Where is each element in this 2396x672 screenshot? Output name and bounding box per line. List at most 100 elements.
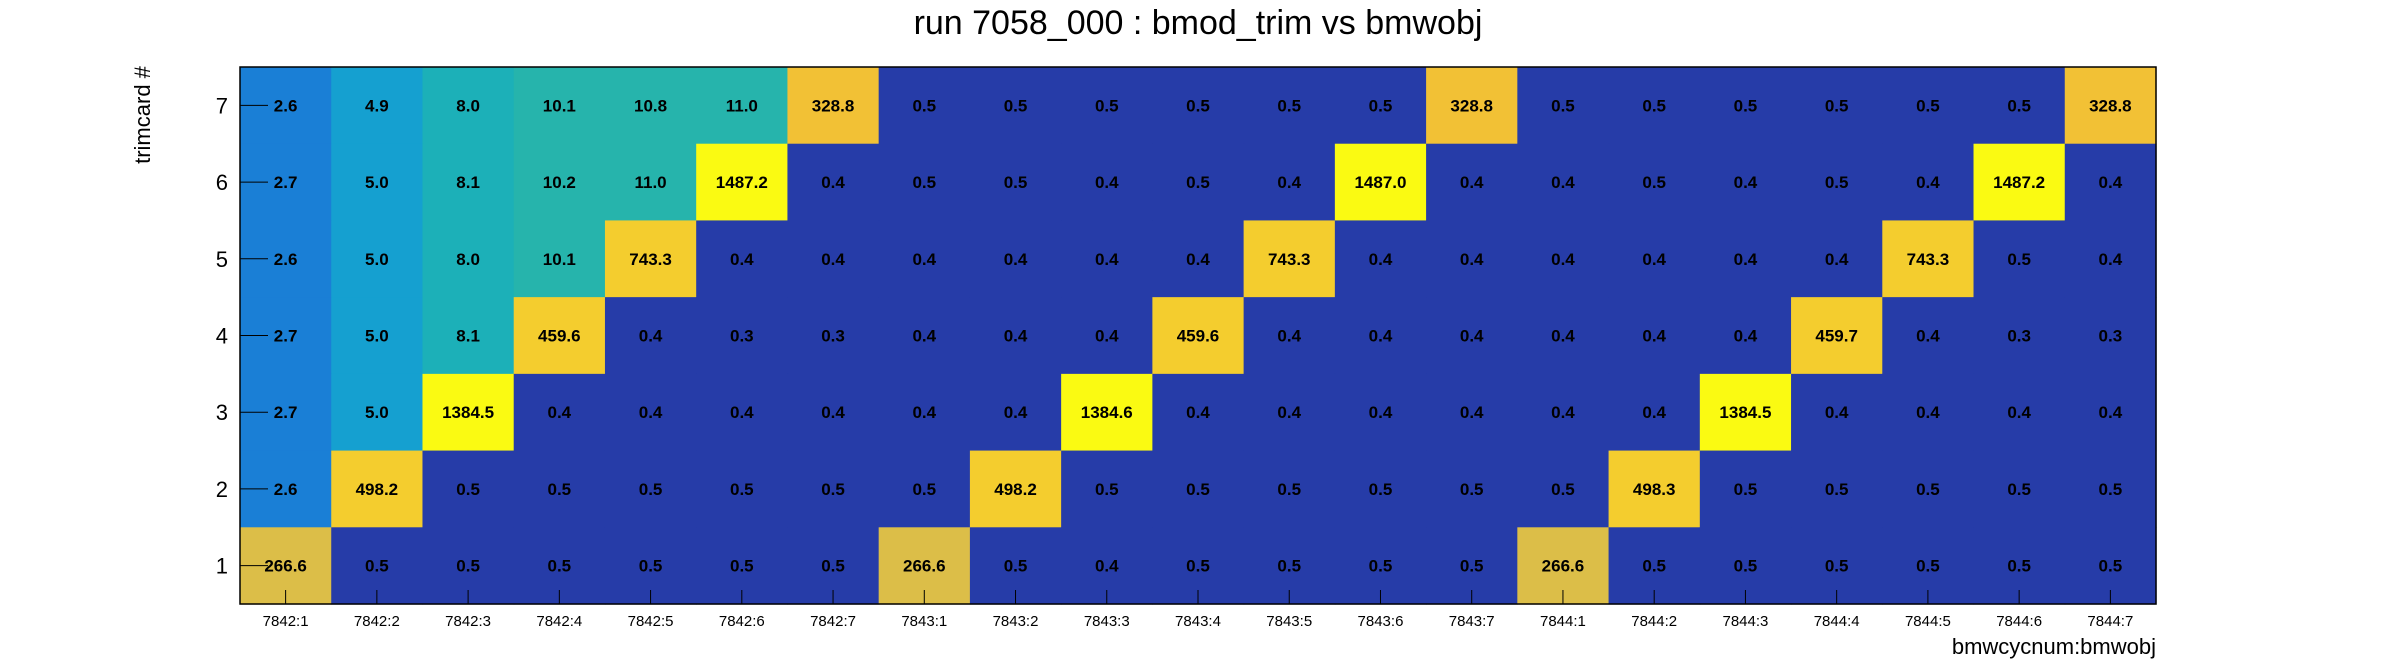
heatmap-cell (422, 373, 515, 452)
heatmap-cell (878, 450, 971, 528)
cell-value-label: 0.5 (1642, 96, 1666, 115)
heatmap-cell (422, 297, 515, 375)
cell-value-label: 8.0 (456, 250, 480, 269)
heatmap-cell (1334, 373, 1427, 452)
cell-value-label: 0.3 (730, 327, 754, 346)
cell-value-label: 0.4 (1551, 403, 1575, 422)
cell-value-label: 8.0 (456, 96, 480, 115)
heatmap-cell (1334, 143, 1427, 222)
heatmap-cell (1791, 297, 1883, 375)
cell-value-label: 0.4 (1004, 403, 1028, 422)
cell-value-label: 0.4 (821, 403, 845, 422)
cell-value-label: 0.4 (1186, 403, 1210, 422)
axes: 7842:1 7842:2 7842:3 7842:4 7842:5 7842:6 7842… (216, 66, 2157, 630)
heatmap-cell (1152, 220, 1245, 298)
x-tick-label: 7844:6 (1996, 613, 2042, 630)
cell-value-label: 743.3 (629, 250, 672, 269)
cell-value-label: 0.5 (1186, 480, 1210, 499)
y-tick-label: 3 (216, 400, 228, 425)
cell-value-label: 459.6 (538, 327, 581, 346)
cell-value-label: 2.6 (274, 480, 298, 499)
cell-value-label: 0.4 (730, 403, 754, 422)
cell-value-label: 0.5 (2007, 96, 2031, 115)
cell-value-label: 0.3 (2099, 327, 2123, 346)
heatmap-cell (878, 373, 971, 452)
cell-value-label: 10.8 (634, 96, 667, 115)
heatmap-cell (1334, 297, 1427, 375)
x-tick-label: 7842:7 (810, 613, 856, 630)
x-tick-label: 7844:2 (1631, 613, 1677, 630)
x-tick-label: 7842:3 (445, 613, 491, 630)
cell-value-label: 0.4 (548, 403, 572, 422)
heatmap-cell (1061, 373, 1153, 452)
cell-value-label: 0.3 (821, 327, 845, 346)
heatmap-cell (1243, 450, 1336, 528)
heatmap-cell (422, 143, 515, 222)
cell-value-label: 5.0 (365, 327, 389, 346)
cell-value-label: 0.4 (1369, 250, 1393, 269)
cell-value-label: 2.6 (274, 96, 298, 115)
heatmap-cell (878, 297, 971, 375)
heatmap-cell (422, 450, 515, 528)
x-tick-label: 7843:7 (1449, 613, 1495, 630)
cell-value-label: 0.5 (1734, 96, 1758, 115)
y-tick-label: 4 (216, 324, 228, 349)
cell-value-label: 743.3 (1268, 250, 1311, 269)
cell-value-label: 328.8 (812, 96, 855, 115)
heatmap-cell (1426, 143, 1518, 222)
heatmap-cell (1608, 297, 1701, 375)
heatmap-cell (1517, 450, 1610, 528)
cell-value-label: 1487.2 (716, 173, 768, 192)
heatmap-cell (1608, 450, 1701, 528)
cell-value-label: 0.4 (1551, 327, 1575, 346)
cell-value-label: 0.5 (730, 557, 754, 576)
heatmap-cell (1973, 297, 2066, 375)
heatmap-cell (878, 143, 971, 222)
heatmap-cell-labels: 2.6 4.9 8.0 10.1 10.8 11.0 328.8 0.5 0.5 0.5 0.5 0.… (264, 96, 2131, 575)
cell-value-label: 0.4 (2099, 250, 2123, 269)
heatmap-cell (1152, 373, 1245, 452)
heatmap-cell (1973, 143, 2066, 222)
heatmap-cell (1608, 373, 1701, 452)
cell-value-label: 0.5 (1369, 96, 1393, 115)
cell-value-label: 11.0 (726, 96, 758, 115)
heatmap-cell (1882, 143, 1975, 222)
cell-value-label: 0.5 (1004, 173, 1028, 192)
cell-value-label: 0.4 (1369, 327, 1393, 346)
heatmap-cell (513, 297, 606, 375)
heatmap-cell (1426, 297, 1518, 375)
heatmap-cell (1791, 67, 1883, 145)
heatmap-cell (1608, 143, 1701, 222)
heatmap-cell (1882, 450, 1975, 528)
heatmap-cell (969, 220, 1062, 298)
heatmap-cell (1152, 143, 1245, 222)
cell-value-label: 0.5 (1004, 557, 1028, 576)
cell-value-label: 0.5 (1916, 96, 1940, 115)
heatmap-cell (1334, 220, 1427, 298)
cell-value-label: 0.5 (1186, 96, 1210, 115)
cell-value-label: 0.5 (912, 96, 936, 115)
heatmap-cell (604, 220, 697, 298)
heatmap-cell (2064, 450, 2157, 528)
cell-value-label: 0.4 (1734, 173, 1758, 192)
cell-value-label: 0.5 (1825, 480, 1849, 499)
cell-value-label: 0.4 (1186, 250, 1210, 269)
cell-value-label: 0.4 (730, 250, 754, 269)
cell-value-label: 0.5 (456, 480, 480, 499)
cell-value-label: 2.6 (274, 250, 298, 269)
cell-value-label: 0.5 (639, 480, 663, 499)
heatmap-cell (1517, 220, 1610, 298)
cell-value-label: 0.4 (1825, 250, 1849, 269)
heatmap-cell (1243, 220, 1336, 298)
cell-value-label: 0.4 (1460, 403, 1484, 422)
cell-value-label: 0.4 (2099, 173, 2123, 192)
heatmap-cell (1608, 67, 1701, 145)
heatmap-cell (1426, 67, 1518, 145)
cell-value-label: 0.5 (1825, 96, 1849, 115)
heatmap-cell (1882, 373, 1975, 452)
cell-value-label: 0.4 (1460, 250, 1484, 269)
cell-value-label: 1384.5 (1719, 403, 1771, 422)
cell-value-label: 0.5 (548, 480, 572, 499)
y-tick-label: 6 (216, 170, 228, 195)
heatmap-cell (1426, 450, 1518, 528)
